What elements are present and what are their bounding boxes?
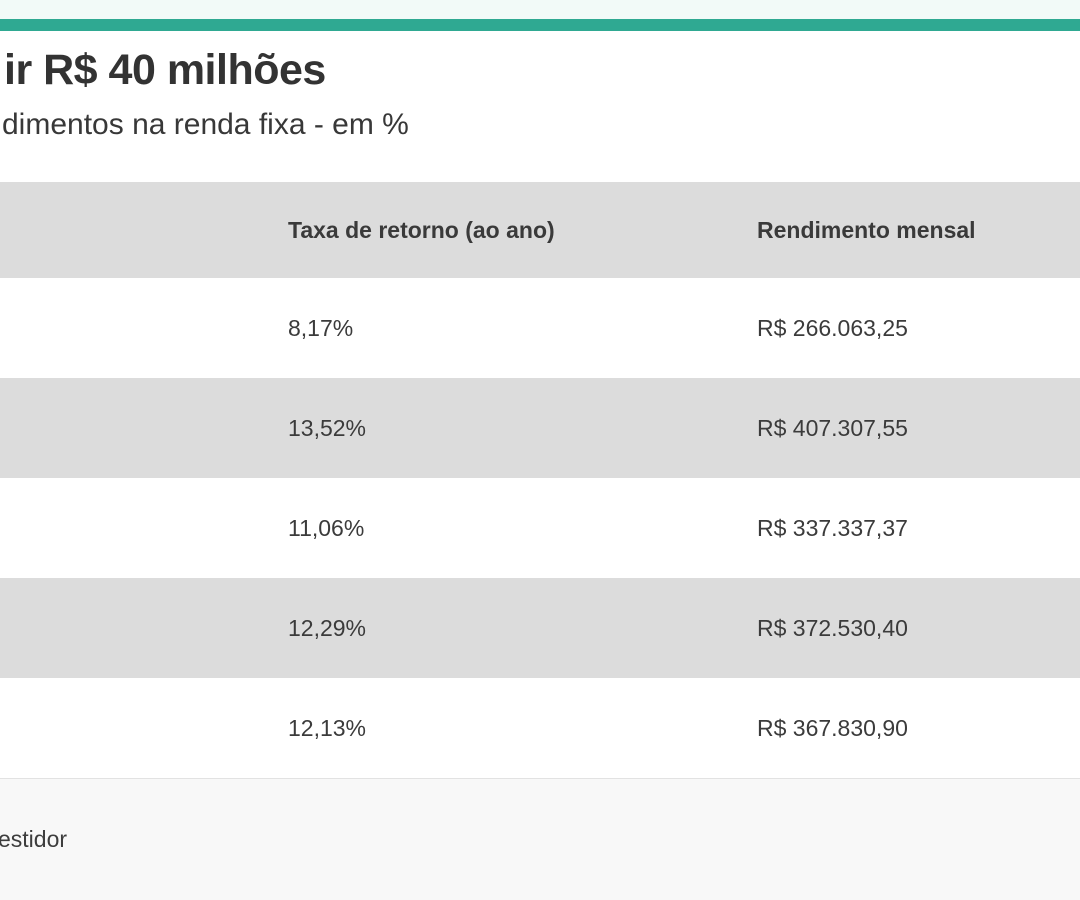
- taxa-value: 11,06%: [288, 514, 365, 541]
- page-title: ir R$ 40 milhões: [4, 46, 326, 94]
- rendimento-value: R$ 372.530,40: [757, 614, 908, 641]
- cropped-row-label: ): [0, 715, 1, 742]
- rendimento-value: R$ 337.337,37: [757, 514, 908, 541]
- returns-table: Taxa de retorno (ao ano) Rendimento mens…: [0, 182, 1080, 778]
- table-row: 13,52% R$ 407.307,55: [0, 378, 1080, 478]
- taxa-value: 8,17%: [288, 314, 354, 341]
- rendimento-value: R$ 367.830,90: [757, 714, 908, 741]
- taxa-value: 12,13%: [288, 714, 367, 741]
- accent-bar: [0, 19, 1080, 31]
- table-row: ) 12,13% R$ 367.830,90: [0, 678, 1080, 778]
- source-note: estidor: [0, 826, 68, 852]
- table-row: 8,17% R$ 266.063,25: [0, 278, 1080, 378]
- table-row: 11,06% R$ 337.337,37: [0, 478, 1080, 578]
- rendimento-value: R$ 407.307,55: [757, 414, 908, 441]
- page-subtitle: dimentos na renda fixa - em %: [2, 108, 409, 142]
- footer-section: estidor: [0, 778, 1080, 900]
- title-section: ir R$ 40 milhões dimentos na renda fixa …: [0, 31, 1080, 182]
- header-cell-rendimento: Rendimento mensal: [757, 216, 976, 243]
- top-strip: [0, 0, 1080, 19]
- header-cell-taxa: Taxa de retorno (ao ano): [288, 216, 555, 243]
- taxa-value: 13,52%: [288, 414, 367, 441]
- rendimento-value: R$ 266.063,25: [757, 314, 908, 341]
- table-header-row: Taxa de retorno (ao ano) Rendimento mens…: [0, 182, 1080, 278]
- table-row: 12,29% R$ 372.530,40: [0, 578, 1080, 678]
- row-label-cell: ): [0, 715, 288, 742]
- taxa-value: 12,29%: [288, 614, 367, 641]
